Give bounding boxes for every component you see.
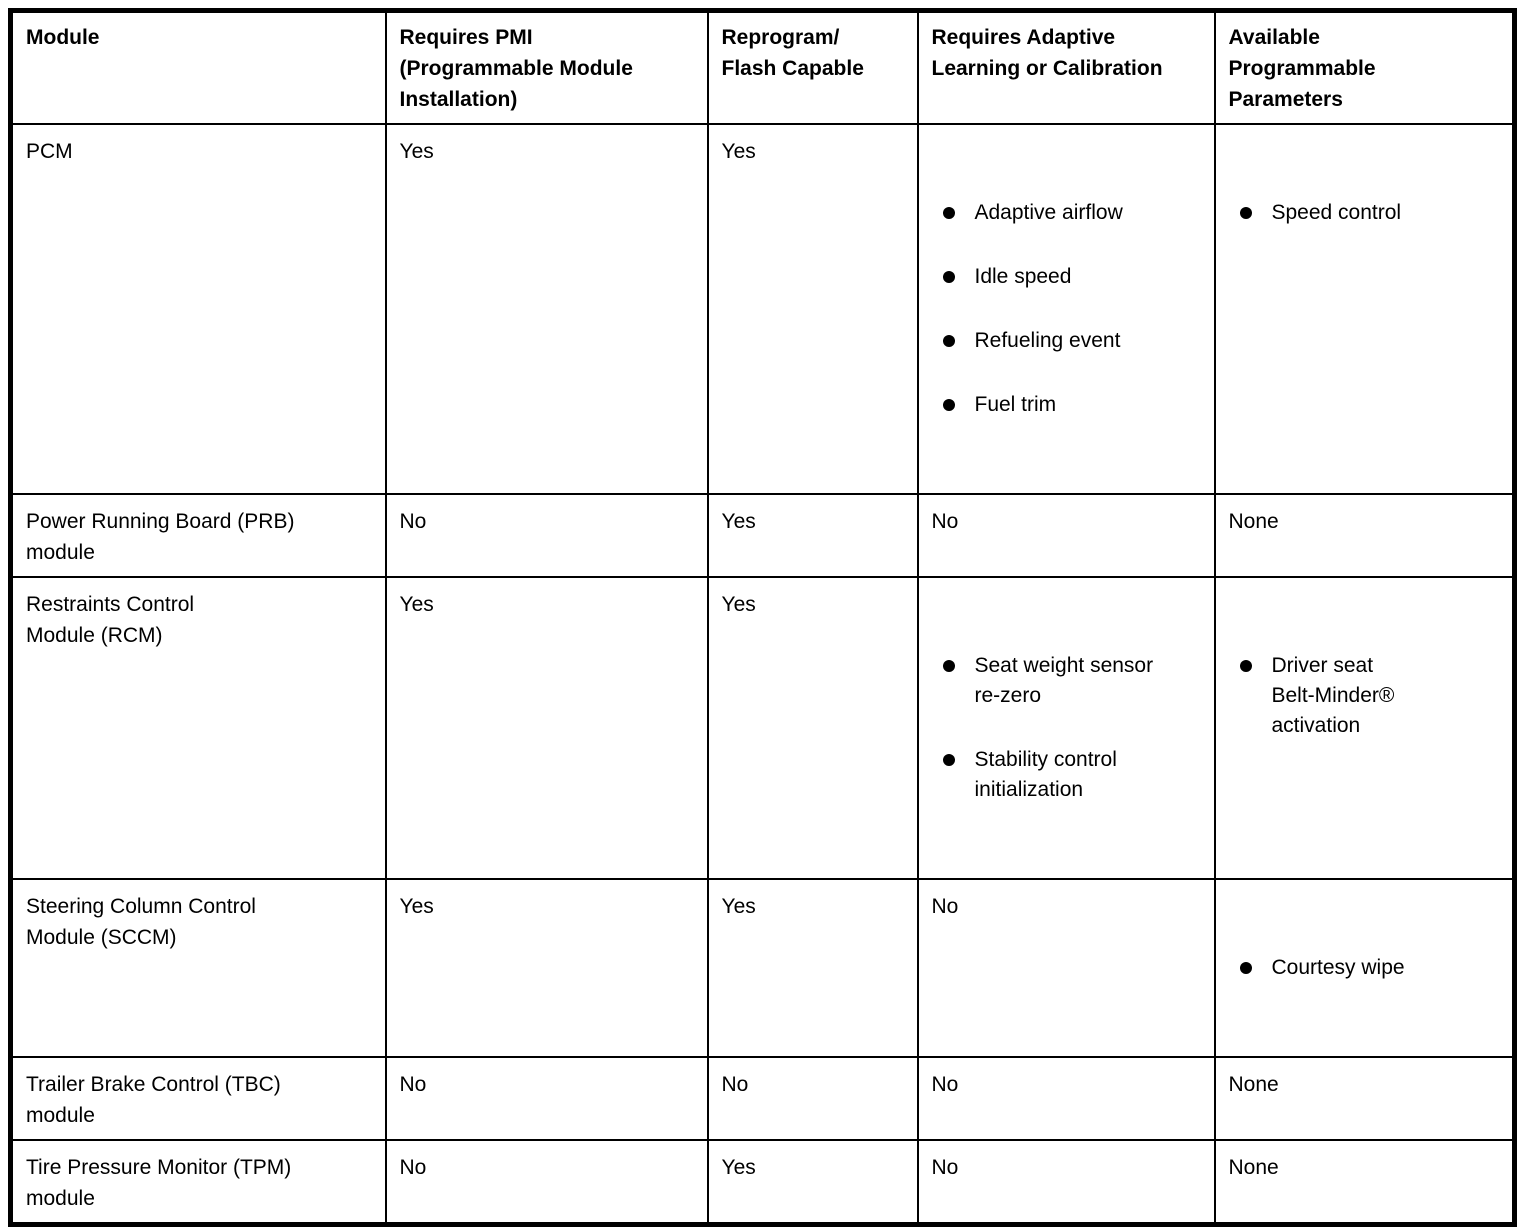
document-page: Module Requires PMI (Programmable Module… — [8, 8, 1517, 1227]
pmi-cell: Yes — [384, 123, 709, 495]
list-item: Idle speed — [932, 262, 1202, 292]
bullet-icon — [942, 207, 955, 219]
adaptive-list: Adaptive airflow Idle speed Refueling ev… — [932, 167, 1202, 454]
bullet-icon — [942, 754, 955, 766]
module-cell: Restraints Control Module (RCM) — [9, 576, 387, 880]
bullet-icon — [1239, 962, 1252, 974]
adaptive-cell: Seat weight sensor re-zero Stability con… — [916, 576, 1216, 880]
header-requires-pmi: Requires PMI (Programmable Module Instal… — [384, 9, 709, 125]
bullet-icon — [942, 660, 955, 672]
table-row-sccm: Steering Column Control Module (SCCM) Ye… — [9, 878, 1516, 1058]
list-item-text: Fuel trim — [974, 393, 1057, 416]
parameters-cell: None — [1213, 1139, 1516, 1226]
parameters-cell: None — [1213, 493, 1516, 578]
pmi-cell: No — [384, 493, 709, 578]
list-item: Speed control — [1229, 198, 1501, 228]
parameters-cell: Courtesy wipe — [1213, 878, 1516, 1058]
list-item-text: Driver seat Belt-Minder® activation — [1271, 654, 1395, 737]
module-programming-table: Module Requires PMI (Programmable Module… — [8, 8, 1517, 1227]
header-adaptive-learning: Requires Adaptive Learning or Calibratio… — [916, 9, 1216, 125]
bullet-icon — [942, 335, 955, 347]
list-item-text: Adaptive airflow — [974, 201, 1123, 224]
flash-cell: Yes — [706, 1139, 919, 1226]
adaptive-cell: No — [916, 493, 1216, 578]
list-item: Seat weight sensor re-zero — [932, 651, 1202, 711]
module-cell: Trailer Brake Control (TBC) module — [9, 1056, 387, 1141]
parameters-list: Driver seat Belt-Minder® activation — [1229, 620, 1501, 775]
list-item-text: Speed control — [1271, 201, 1402, 224]
parameters-cell: Speed control — [1213, 123, 1516, 495]
list-item-text: Courtesy wipe — [1271, 956, 1405, 979]
pmi-cell: Yes — [384, 576, 709, 880]
parameters-cell: Driver seat Belt-Minder® activation — [1213, 576, 1516, 880]
module-cell: Steering Column Control Module (SCCM) — [9, 878, 387, 1058]
table-row-prb: Power Running Board (PRB) module No Yes … — [9, 493, 1516, 578]
table-row-pcm: PCM Yes Yes Adaptive airflow Idle speed … — [9, 123, 1516, 495]
flash-cell: No — [706, 1056, 919, 1141]
list-item-text: Stability control initialization — [974, 748, 1117, 801]
bullet-icon — [1239, 660, 1252, 672]
adaptive-list: Seat weight sensor re-zero Stability con… — [932, 620, 1202, 839]
pmi-cell: No — [384, 1139, 709, 1226]
table-header-row: Module Requires PMI (Programmable Module… — [9, 9, 1516, 125]
parameters-list: Courtesy wipe — [1229, 922, 1501, 1017]
table-row-tbc: Trailer Brake Control (TBC) module No No… — [9, 1056, 1516, 1141]
table-row-tpm: Tire Pressure Monitor (TPM) module No Ye… — [9, 1139, 1516, 1226]
adaptive-cell: No — [916, 878, 1216, 1058]
flash-cell: Yes — [706, 576, 919, 880]
bullet-icon — [942, 271, 955, 283]
adaptive-cell: Adaptive airflow Idle speed Refueling ev… — [916, 123, 1216, 495]
list-item-text: Refueling event — [974, 329, 1121, 352]
pmi-cell: Yes — [384, 878, 709, 1058]
adaptive-cell: No — [916, 1139, 1216, 1226]
list-item: Stability control initialization — [932, 745, 1202, 805]
list-item: Courtesy wipe — [1229, 953, 1501, 983]
list-item-text: Seat weight sensor re-zero — [974, 654, 1154, 707]
adaptive-cell: No — [916, 1056, 1216, 1141]
bullet-icon — [1239, 207, 1252, 219]
flash-cell: Yes — [706, 878, 919, 1058]
parameters-list: Speed control — [1229, 167, 1501, 262]
module-cell: Tire Pressure Monitor (TPM) module — [9, 1139, 387, 1226]
flash-cell: Yes — [706, 123, 919, 495]
pmi-cell: No — [384, 1056, 709, 1141]
table-row-rcm: Restraints Control Module (RCM) Yes Yes … — [9, 576, 1516, 880]
list-item: Adaptive airflow — [932, 198, 1202, 228]
module-cell: Power Running Board (PRB) module — [9, 493, 387, 578]
header-reprogram-flash: Reprogram/ Flash Capable — [706, 9, 919, 125]
list-item: Fuel trim — [932, 390, 1202, 420]
list-item: Driver seat Belt-Minder® activation — [1229, 651, 1501, 741]
flash-cell: Yes — [706, 493, 919, 578]
header-module: Module — [9, 9, 387, 125]
list-item-text: Idle speed — [974, 265, 1072, 288]
header-programmable-parameters: Available Programmable Parameters — [1213, 9, 1516, 125]
parameters-cell: None — [1213, 1056, 1516, 1141]
bullet-icon — [942, 399, 955, 411]
list-item: Refueling event — [932, 326, 1202, 356]
module-cell: PCM — [9, 123, 387, 495]
